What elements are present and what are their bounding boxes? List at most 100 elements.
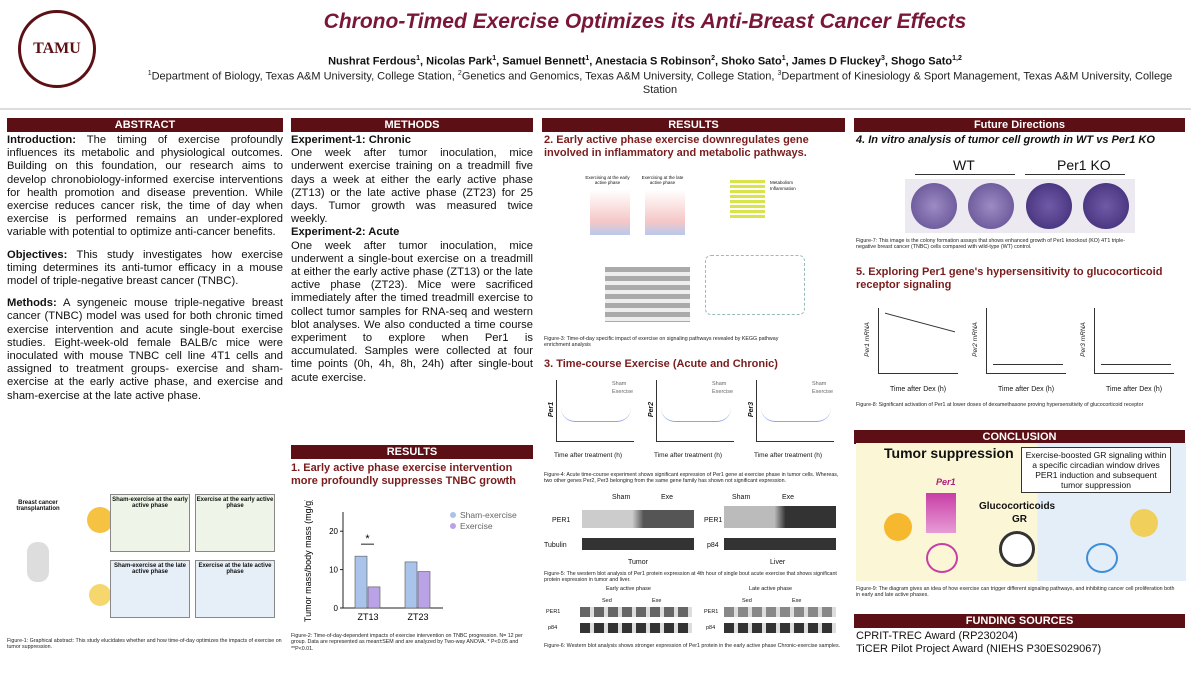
wt-label: WT [953, 157, 975, 173]
legend-swatch [450, 523, 456, 529]
blot [724, 506, 836, 528]
author-sup: 1,2 [952, 55, 962, 62]
fig1-label: Sham-exercise at the early active phase [112, 497, 188, 509]
bar [367, 586, 381, 609]
legend-label: Exercise [612, 389, 634, 395]
section-header: METHODS [291, 118, 533, 132]
mini-plot [556, 380, 634, 442]
caption: Figure-3: Time-of-day specific impact of… [544, 336, 779, 349]
author-name: Nicolas Park [426, 55, 493, 68]
y-axis-label: Tumor mass/body mass (mg/g) [303, 500, 313, 622]
lane-label: Exe [792, 598, 802, 604]
paragraph: One week after tumor inoculation, mice u… [291, 239, 533, 384]
row-label: p84 [707, 542, 719, 549]
plate [1083, 183, 1130, 229]
header-rule [0, 108, 1191, 110]
plate [968, 183, 1015, 229]
affiliation: Genetics and Genomics, Texas A&M Univers… [461, 70, 778, 83]
sun [87, 507, 113, 533]
legend-label: Exercise [812, 389, 834, 395]
gene-label: Per2 [648, 401, 656, 418]
section-header: Future Directions [854, 118, 1185, 132]
row-label: p84 [548, 625, 558, 631]
author-sup: 3 [881, 55, 885, 62]
mini-line [661, 408, 731, 422]
per1-label: Per1 [936, 477, 956, 487]
label-rule [915, 174, 1015, 175]
pathway-diagram [705, 255, 805, 315]
fig3-label: Metabolism [770, 180, 794, 185]
author-sup: 2 [711, 55, 716, 62]
fig1-label: Breast cancer transplantation [16, 500, 60, 512]
funding-item: TiCER Pilot Project Award (NIEHS P30ES02… [856, 643, 1102, 655]
mini-plot [1094, 308, 1174, 374]
clock [999, 531, 1035, 567]
row-label: Tubulin [544, 542, 567, 549]
methods-text: Experiment-1: Chronic One week after tum… [291, 134, 533, 385]
section-header: RESULTS [291, 445, 533, 459]
author-sup: 1 [585, 55, 590, 62]
blot [580, 607, 692, 617]
gene-label: Per3 [748, 401, 756, 418]
bar [404, 561, 418, 609]
logo: TAMU [18, 10, 96, 88]
pathway-bars [730, 180, 765, 220]
fig1-box: Exercise at the early active phase [195, 494, 275, 552]
x-axis-label: Time after Dex (h) [890, 386, 947, 393]
mini-plot [986, 308, 1066, 374]
section-header: FUNDING SOURCES [854, 614, 1185, 628]
fig3-label: Exercising at the early active phase [585, 175, 630, 185]
author-name: Anestacia S Robinson [595, 55, 712, 68]
bar [417, 571, 431, 609]
row-label: PER1 [704, 609, 719, 615]
author-name: Samuel Bennett [502, 55, 586, 68]
bar [354, 555, 368, 609]
blot-title: Liver [770, 559, 786, 566]
mini-line [761, 408, 831, 422]
blot [724, 607, 836, 617]
subheading: 4. In vitro analysis of tumor cell growt… [856, 134, 1155, 146]
fig1-label: Exercise at the late active phase [198, 563, 272, 575]
row-label: PER1 [704, 517, 723, 524]
figure-1: Breast cancer transplantation Sham-exerc… [7, 492, 283, 622]
fig1-box: Exercise at the late active phase [195, 560, 275, 618]
x-axis-label: Time after treatment (h) [554, 452, 623, 459]
caption: Figure-7: This image is the colony forma… [856, 238, 1125, 251]
mini-line [561, 408, 631, 422]
row-label: PER1 [552, 517, 571, 524]
funding-list: CPRIT-TREC Award (RP230204) TiCER Pilot P… [856, 630, 1186, 656]
label: Introduction: [7, 134, 76, 146]
mini-plot [756, 380, 834, 442]
lane-label: Sed [742, 598, 752, 604]
author-name: Nushrat Ferdous [328, 55, 417, 68]
caption: Figure-6: Western blot analysis shows st… [544, 643, 841, 649]
section-header: CONCLUSION [854, 430, 1185, 444]
group-label: Late active phase [749, 586, 793, 592]
lane-label: Sham [732, 494, 751, 501]
x-axis-label: Time after Dex (h) [1106, 386, 1163, 393]
paragraph: A syngeneic mouse triple-negative breast… [7, 297, 283, 402]
volcano [645, 190, 685, 235]
arrows [926, 493, 956, 533]
legend-swatch [450, 512, 456, 518]
figure-5: Sham Exe Sham Exe PER1 Tubulin PER1 p84 … [544, 492, 844, 570]
label: Methods: [7, 297, 57, 310]
label: Objectives: [7, 248, 68, 261]
y-axis-label: Per3 mRNA [1079, 322, 1087, 357]
row-label: PER1 [546, 609, 561, 615]
author-sup: 1 [781, 55, 786, 62]
affiliation: Department of Biology, Texas A&M Univers… [151, 70, 458, 83]
y-tick-label: 10 [329, 566, 338, 575]
caption: Figure-8: Significant activation of Per1… [856, 402, 1144, 408]
affiliation-sup: 1 [147, 70, 152, 77]
x-tick-label: ZT23 [407, 612, 428, 622]
subheading: 5. Exploring Per1 gene's hypersensitivit… [856, 266, 1163, 291]
fig3-label: Inflammation [770, 186, 796, 191]
cyclist [1086, 543, 1118, 573]
fig3-label: Exercising at the late active phase [641, 175, 684, 185]
lane-label: Sed [602, 598, 612, 604]
x-axis-label: Time after Dex (h) [998, 386, 1055, 393]
blot [724, 623, 836, 633]
lane-label: Exe [652, 598, 662, 604]
